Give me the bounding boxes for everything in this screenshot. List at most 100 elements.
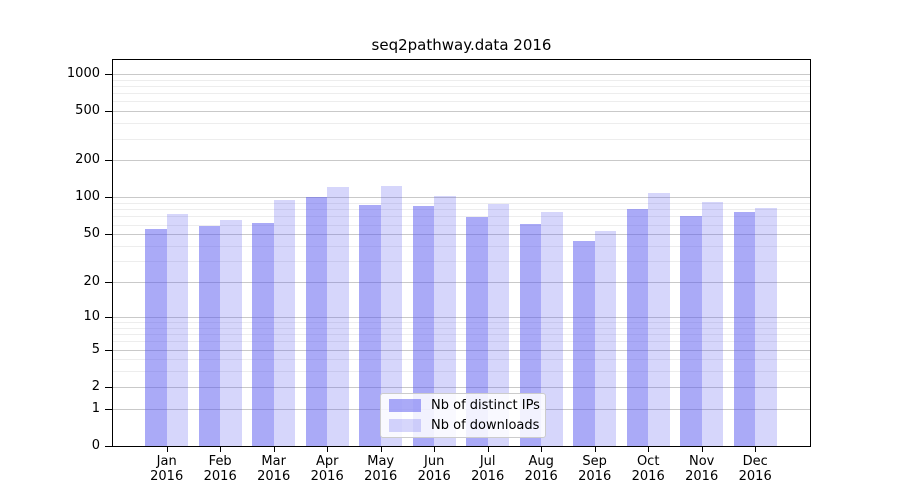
bar-distinct-ips-jun — [412, 206, 435, 446]
gridline-minor — [113, 85, 810, 87]
x-tick-mark — [755, 446, 757, 452]
bar-downloads-mar — [273, 199, 296, 446]
x-tick-label: Mar 2016 — [257, 454, 291, 484]
legend-swatch-downloads — [389, 419, 421, 432]
y-tick-label: 100 — [75, 189, 100, 205]
y-tick-label: 1000 — [66, 65, 100, 81]
gridline-minor — [113, 359, 810, 361]
x-tick-mark — [594, 446, 596, 452]
y-tick-mark — [105, 197, 112, 199]
x-tick-label: Jan 2016 — [150, 454, 184, 484]
gridline-minor — [113, 138, 810, 140]
x-tick-label: Apr 2016 — [310, 454, 344, 484]
gridline-major — [113, 386, 810, 388]
bar-distinct-ips-oct — [626, 208, 649, 446]
x-tick-mark — [701, 446, 703, 452]
x-tick-label: Sep 2016 — [578, 454, 612, 484]
gridline-major — [113, 73, 810, 75]
bar-distinct-ips-jan — [145, 229, 167, 446]
legend-item-downloads: Nb of downloads — [389, 418, 540, 433]
y-tick-label: 500 — [75, 103, 100, 119]
bar-downloads-may — [380, 185, 403, 446]
gridline-minor — [113, 224, 810, 226]
chart-title: seq2pathway.data 2016 — [371, 36, 552, 54]
bar-distinct-ips-nov — [680, 216, 702, 446]
gridline-minor — [113, 203, 810, 205]
bar-distinct-ips-sep — [573, 241, 595, 446]
legend-item-distinct-ips: Nb of distinct IPs — [389, 398, 540, 413]
bar-downloads-nov — [701, 201, 724, 446]
y-tick-mark — [105, 446, 112, 447]
bar-distinct-ips-apr — [305, 196, 328, 446]
y-tick-mark — [105, 282, 112, 284]
bar-downloads-sep — [594, 231, 617, 446]
y-tick-mark — [105, 386, 112, 388]
bar-downloads-jun — [434, 196, 456, 446]
y-tick-mark — [105, 234, 112, 236]
y-tick-label: 0 — [91, 438, 100, 453]
gridline-minor — [113, 101, 810, 103]
x-tick-mark — [434, 446, 436, 452]
x-tick-mark — [166, 446, 168, 452]
bar-downloads-feb — [220, 220, 242, 446]
legend: Nb of distinct IPs Nb of downloads — [380, 393, 546, 438]
x-tick-mark — [487, 446, 489, 452]
y-tick-label: 2 — [91, 378, 100, 394]
bar-downloads-apr — [327, 186, 349, 446]
x-tick-mark — [541, 446, 543, 452]
bar-downloads-aug — [541, 212, 563, 446]
y-tick-mark — [105, 160, 112, 162]
y-tick-mark — [105, 73, 112, 75]
legend-label-distinct-ips: Nb of distinct IPs — [431, 398, 540, 413]
bar-downloads-oct — [648, 193, 670, 446]
bar-distinct-ips-dec — [733, 212, 756, 446]
y-tick-label: 1 — [91, 400, 100, 416]
y-tick-mark — [105, 349, 112, 351]
bar-downloads-jul — [487, 204, 510, 446]
gridline-major — [113, 160, 810, 162]
y-tick-mark — [105, 408, 112, 410]
gridline-major — [113, 316, 810, 318]
x-tick-label: Dec 2016 — [738, 454, 772, 484]
y-tick-label: 20 — [83, 274, 100, 290]
plot-area — [112, 59, 811, 447]
legend-label-downloads: Nb of downloads — [431, 418, 540, 433]
x-tick-mark — [220, 446, 222, 452]
gridline-minor — [113, 93, 810, 95]
y-tick-mark — [105, 316, 112, 318]
bar-distinct-ips-jul — [466, 217, 488, 446]
bar-downloads-jan — [166, 214, 189, 446]
gridline-minor — [113, 209, 810, 211]
y-tick-label: 10 — [83, 308, 100, 324]
gridline-minor — [113, 322, 810, 323]
bar-distinct-ips-feb — [198, 226, 221, 446]
gridline-minor — [113, 79, 810, 81]
x-tick-label: Jul 2016 — [471, 454, 505, 484]
gridline-minor — [113, 371, 810, 373]
x-tick-mark — [273, 446, 275, 452]
gridline-major — [113, 111, 810, 113]
gridline-minor — [113, 261, 810, 263]
x-tick-mark — [327, 446, 329, 452]
gridline-minor — [113, 327, 810, 329]
y-tick-label: 5 — [91, 341, 100, 357]
gridline-minor — [113, 216, 810, 218]
x-tick-label: May 2016 — [364, 454, 398, 484]
bar-downloads-dec — [755, 208, 777, 446]
x-tick-label: Jun 2016 — [417, 454, 451, 484]
gridline-major — [113, 234, 810, 236]
gridline-major — [113, 197, 810, 199]
y-tick-label: 200 — [75, 152, 100, 168]
bar-distinct-ips-aug — [519, 223, 542, 446]
x-tick-mark — [648, 446, 650, 452]
gridline-major — [113, 282, 810, 284]
gridline-minor — [113, 341, 810, 343]
gridline-minor — [113, 123, 810, 125]
x-tick-label: Nov 2016 — [685, 454, 719, 484]
x-tick-label: Oct 2016 — [631, 454, 665, 484]
x-tick-label: Feb 2016 — [203, 454, 237, 484]
legend-swatch-distinct-ips — [389, 399, 421, 412]
bar-distinct-ips-mar — [252, 222, 274, 446]
y-tick-mark — [105, 111, 112, 113]
x-tick-label: Aug 2016 — [524, 454, 558, 484]
